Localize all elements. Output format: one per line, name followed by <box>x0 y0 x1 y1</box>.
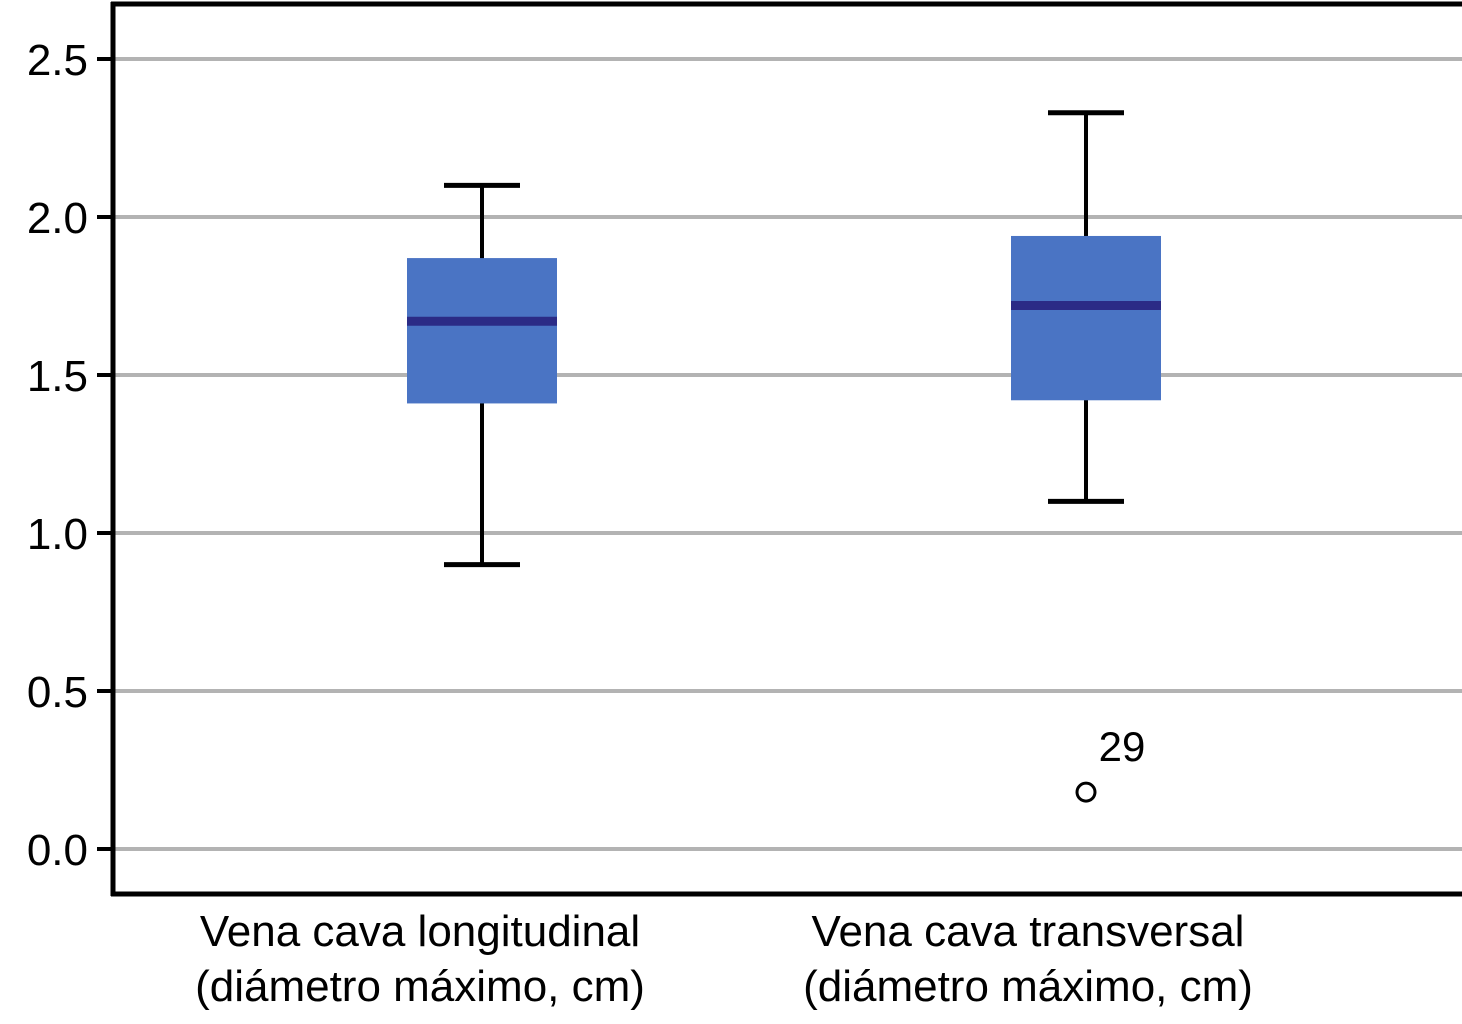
category-label: (diámetro máximo, cm) <box>803 962 1253 1011</box>
iqr-box <box>407 258 557 404</box>
y-tick-label: 2.0 <box>27 194 88 243</box>
y-tick-label: 1.5 <box>27 352 88 401</box>
category-label: Vena cava transversal <box>812 907 1245 956</box>
y-tick-label: 0.5 <box>27 668 88 717</box>
outlier-label: 29 <box>1099 723 1146 770</box>
outlier-point <box>1075 781 1097 803</box>
y-tick-label: 1.0 <box>27 510 88 559</box>
y-tick-label: 2.5 <box>27 36 88 85</box>
category-label: (diámetro máximo, cm) <box>195 962 645 1011</box>
category-label: Vena cava longitudinal <box>200 907 640 956</box>
y-tick-label: 0.0 <box>27 826 88 875</box>
iqr-box <box>1011 235 1161 401</box>
